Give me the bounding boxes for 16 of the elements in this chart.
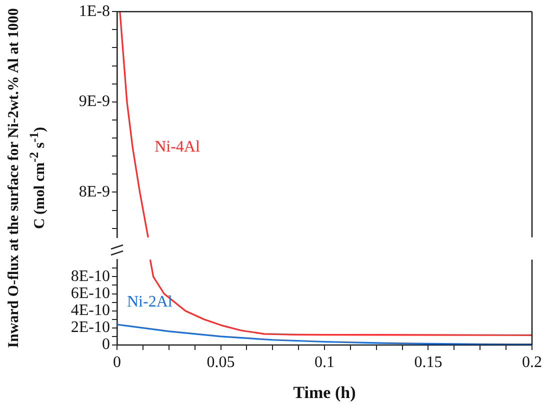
y-tick-label: 2E-10 (70, 319, 110, 336)
y-tick-label: 6E-10 (70, 284, 110, 302)
y-tick-label: 9E-9 (78, 93, 110, 110)
x-tick-label: 0.2 (522, 354, 542, 371)
y-tick-label: 4E-10 (70, 302, 110, 320)
x-tick-label: 0.1 (314, 354, 334, 371)
series-label: Ni-4Al (154, 138, 200, 156)
series-label: Ni-2Al (127, 294, 173, 311)
y-tick-label: 8E-10 (70, 268, 110, 285)
y-tick-label: 1E-8 (78, 2, 110, 20)
x-tick-label: 0.15 (414, 354, 442, 371)
x-tick-label: 0 (113, 354, 121, 371)
x-tick-label: 0.05 (206, 354, 235, 371)
y-tick-label: 8E-9 (78, 183, 110, 200)
x-axis-title: Time (h) (293, 383, 356, 402)
y-tick-label: 0 (102, 336, 110, 354)
